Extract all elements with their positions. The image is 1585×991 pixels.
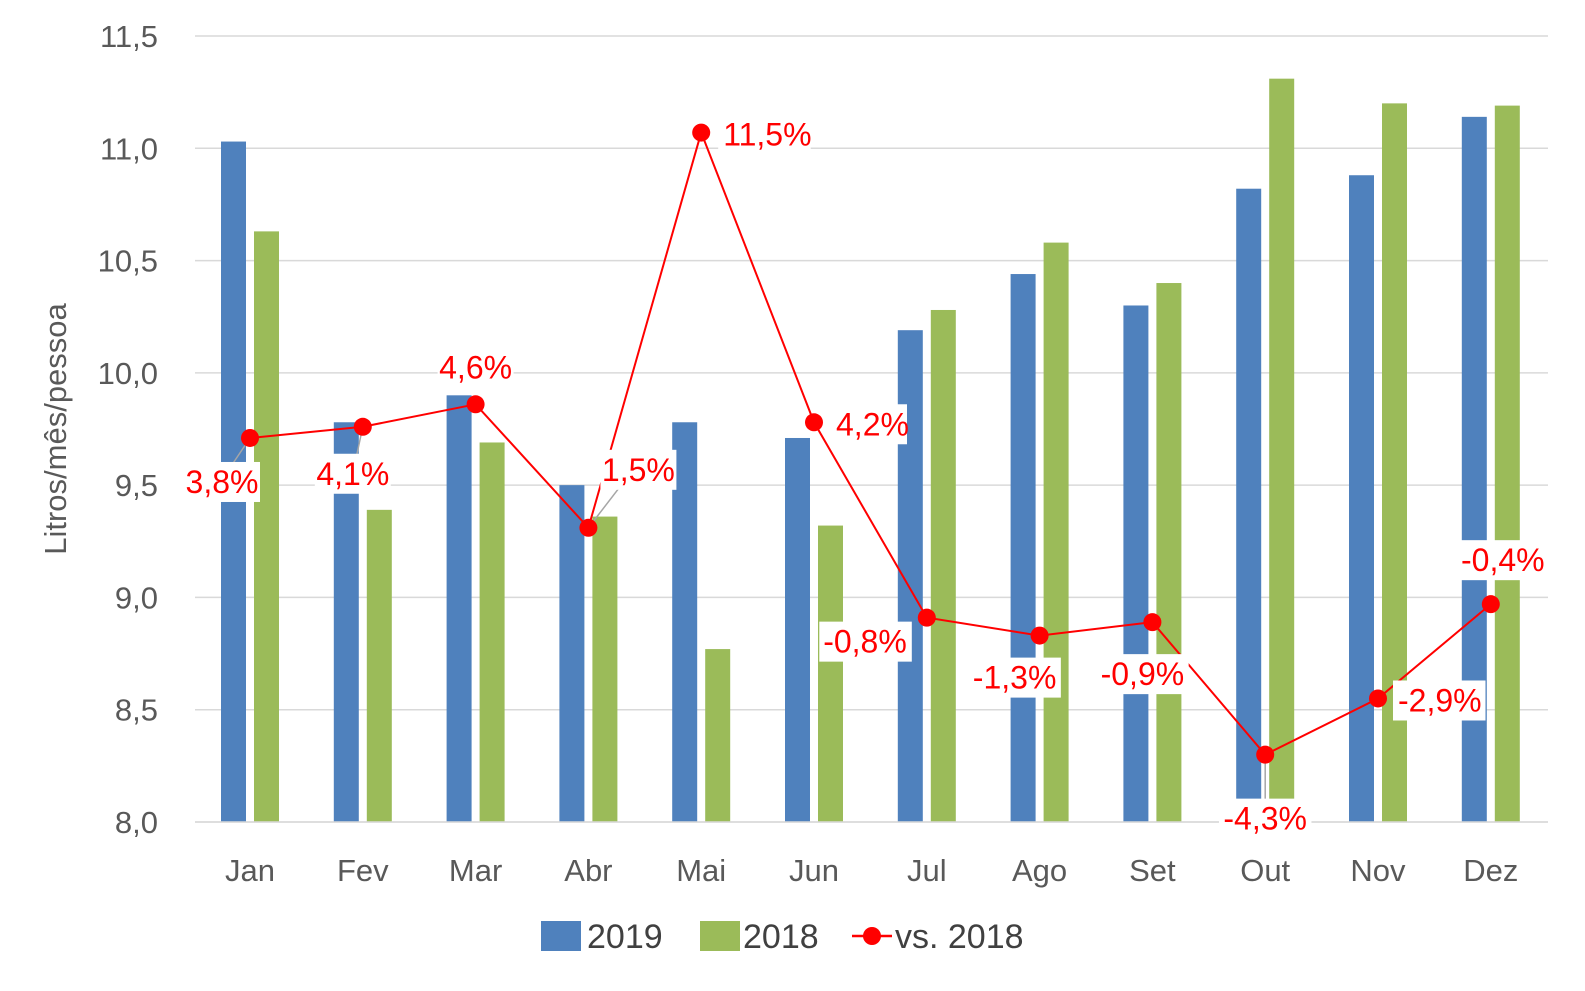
x-tick-label: Mar — [449, 853, 502, 888]
line-marker[interactable] — [1256, 745, 1275, 764]
bar-2018[interactable] — [930, 309, 956, 822]
x-tick-label: Fev — [337, 853, 389, 888]
y-axis-title: Litros/mês/pessoa — [38, 302, 73, 554]
y-tick-label: 8,0 — [115, 805, 158, 840]
data-label-background — [437, 347, 514, 388]
data-label: -2,9% — [1398, 682, 1482, 718]
x-tick-label: Out — [1240, 853, 1290, 888]
data-label-background — [1393, 680, 1486, 721]
x-tick-label: Jun — [789, 853, 839, 888]
data-label: 4,1% — [316, 456, 389, 492]
bar-2018[interactable] — [1156, 283, 1182, 822]
x-tick-label: Dez — [1463, 853, 1518, 888]
bar-2019[interactable] — [1349, 175, 1374, 823]
data-label-background — [819, 621, 912, 662]
data-label-background — [1456, 540, 1550, 581]
line-marker[interactable] — [1369, 689, 1387, 708]
legend-label-2018: 2018 — [743, 918, 819, 956]
bar-2019[interactable] — [446, 395, 472, 822]
data-label-background — [314, 453, 391, 494]
bar-2018[interactable] — [1269, 78, 1295, 822]
data-label: -0,8% — [823, 624, 907, 660]
y-tick-label: 10,0 — [98, 356, 158, 391]
data-label-background — [1096, 654, 1189, 695]
line-marker[interactable] — [579, 518, 598, 537]
y-tick-label: 11,5 — [100, 19, 158, 54]
line-marker[interactable] — [805, 413, 823, 432]
x-tick-label: Abr — [564, 853, 612, 888]
line-marker[interactable] — [692, 123, 711, 142]
y-tick-label: 10,5 — [98, 244, 158, 279]
line-marker[interactable] — [917, 608, 936, 627]
line-vs-2018 — [249, 129, 1492, 756]
data-label: -4,3% — [1223, 801, 1307, 837]
bar-2019[interactable] — [897, 330, 923, 822]
data-label: 11,5% — [723, 117, 811, 153]
bar-2018[interactable] — [818, 525, 843, 822]
x-tick-label: Jul — [907, 853, 947, 888]
bar-2018[interactable] — [592, 516, 618, 822]
data-label-background — [718, 114, 811, 155]
data-label-background — [831, 404, 907, 445]
data-label: 4,2% — [836, 406, 909, 442]
bar-2018[interactable] — [254, 231, 279, 822]
legend-marker-vs-2018 — [863, 927, 881, 945]
bar-2018[interactable] — [1494, 105, 1520, 823]
line-marker[interactable] — [1030, 626, 1049, 645]
bar-2018[interactable] — [705, 649, 731, 822]
x-tick-label: Mai — [676, 853, 726, 888]
bar-2018[interactable] — [366, 509, 392, 822]
bar-2019[interactable] — [1010, 274, 1036, 822]
x-tick-label: Ago — [1012, 853, 1067, 888]
y-tick-label: 8,5 — [115, 693, 158, 728]
x-tick-label: Nov — [1350, 853, 1406, 888]
data-label: -1,3% — [973, 660, 1057, 696]
bar-2019[interactable] — [559, 485, 585, 822]
x-tick-label: Set — [1129, 853, 1176, 888]
data-label: 3,8% — [186, 464, 259, 500]
data-label-background — [1218, 798, 1312, 839]
data-label-background — [600, 449, 677, 490]
legend-swatch-2018 — [700, 921, 740, 951]
y-tick-label: 9,0 — [115, 580, 158, 615]
data-label: -0,4% — [1461, 542, 1545, 578]
line-marker[interactable] — [353, 417, 372, 436]
data-label-background — [184, 461, 260, 502]
y-tick-label: 11,0 — [100, 131, 158, 166]
bar-2018[interactable] — [479, 442, 505, 822]
line-marker[interactable] — [241, 428, 259, 447]
legend-label-vs-2018: vs. 2018 — [895, 918, 1024, 956]
x-tick-label: Jan — [225, 853, 275, 888]
y-tick-label: 9,5 — [115, 468, 158, 503]
line-marker[interactable] — [1481, 595, 1500, 614]
data-label-background — [968, 657, 1061, 698]
data-label: -0,9% — [1101, 656, 1185, 692]
bar-2018[interactable] — [1043, 242, 1069, 822]
legend-swatch-2019 — [541, 921, 581, 951]
bar-2019[interactable] — [1123, 305, 1149, 822]
bar-2019[interactable] — [1236, 188, 1262, 823]
legend-label-2019: 2019 — [587, 918, 663, 956]
data-label: 1,5% — [602, 452, 675, 488]
line-marker[interactable] — [1143, 613, 1162, 632]
line-marker[interactable] — [466, 395, 485, 414]
bar-2019[interactable] — [785, 437, 810, 822]
data-label: 4,6% — [439, 349, 512, 385]
